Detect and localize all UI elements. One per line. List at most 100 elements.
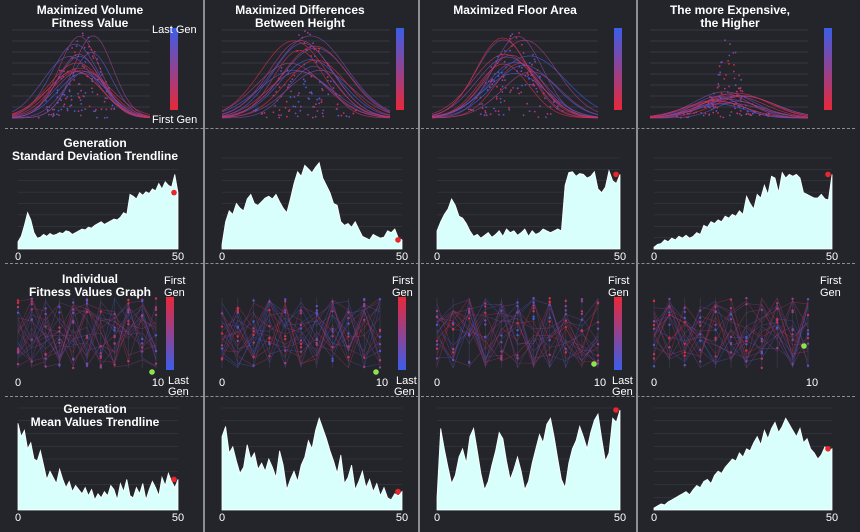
distribution-point (290, 90, 292, 93)
individual-x-tick-end: 10 (152, 377, 164, 389)
individual-point (516, 333, 519, 337)
distribution-point (680, 116, 682, 119)
distribution-point (277, 77, 280, 80)
individual-line (653, 303, 809, 362)
distribution-curve (221, 59, 391, 118)
individual-point (113, 334, 116, 337)
individual-point (220, 332, 224, 335)
individual-point (468, 360, 471, 363)
individual-point (85, 310, 89, 314)
distribution-point (528, 62, 531, 64)
individual-point (72, 301, 75, 304)
distribution-point (303, 42, 306, 44)
distribution-point (52, 108, 54, 111)
individual-line (17, 304, 157, 368)
distribution-point (91, 91, 94, 93)
std-trendline-2-area (221, 161, 403, 250)
distribution-point (520, 70, 523, 73)
distribution-point (303, 83, 305, 85)
distribution-point (320, 101, 323, 104)
mean-trendline-title: Generation Mean Values Trendline (30, 402, 160, 429)
distribution-point (522, 52, 525, 54)
distribution-point (472, 109, 475, 111)
distribution-point (497, 71, 500, 74)
individual-point (683, 342, 686, 345)
mean-trendline-4-current-point (825, 446, 831, 452)
individual-point (652, 343, 656, 347)
individual-point (699, 309, 702, 312)
individual-point (44, 325, 47, 328)
distribution-point (330, 80, 332, 83)
distribution-point (336, 108, 338, 110)
distribution-point (504, 87, 507, 89)
distribution-point (84, 61, 87, 63)
distribution-point (522, 64, 525, 67)
distribution-point (532, 53, 534, 56)
distribution-point (66, 107, 69, 110)
individual-point (729, 313, 733, 316)
individual-point (500, 334, 503, 337)
distribution-point (528, 77, 530, 80)
distribution-point (687, 116, 690, 118)
distribution-point (481, 107, 484, 110)
individual-point (596, 302, 600, 305)
distribution-point (99, 67, 102, 70)
distribution-point (96, 93, 99, 96)
distribution-point (285, 100, 288, 103)
distribution-point (508, 108, 511, 111)
individual-point (85, 334, 89, 338)
individual-point (652, 327, 656, 330)
individual-point (564, 299, 567, 303)
distribution-point (738, 74, 740, 77)
individual-line (653, 303, 809, 359)
ind2-first-label: First (392, 275, 414, 287)
distribution-point (278, 114, 280, 116)
individual-point (683, 321, 686, 324)
individual-point (532, 304, 535, 307)
individual-point (347, 335, 350, 338)
distribution-curve (221, 71, 391, 118)
individual-point (652, 323, 656, 327)
distribution-point (716, 86, 719, 89)
individual-point (99, 364, 103, 367)
distribution-point (496, 62, 499, 64)
distribution-point (77, 83, 80, 85)
ind3-last-label: Last (612, 375, 633, 387)
individual-point (451, 358, 455, 362)
distribution-point (90, 48, 93, 51)
distribution-point (695, 111, 698, 114)
individual-point (806, 364, 810, 367)
distribution-point (342, 112, 345, 114)
distribution-point (521, 43, 523, 46)
distribution-curve (11, 70, 151, 118)
distribution-point (81, 32, 84, 35)
distribution-point (326, 62, 329, 65)
std-trendline-2-current-point (395, 237, 401, 243)
individual-point (378, 329, 382, 333)
std-trendline-1-x-tick-end: 50 (172, 251, 184, 263)
distribution-point (278, 116, 281, 119)
individual-point (548, 301, 551, 304)
individual-point (347, 332, 350, 335)
distribution-point (524, 83, 527, 86)
distribution-point (532, 79, 534, 82)
individual-line (221, 300, 381, 368)
distribution-point (716, 98, 719, 101)
distribution-point (63, 94, 66, 96)
individual-point (331, 335, 334, 338)
distribution-point (332, 87, 335, 89)
individual-best-point (591, 361, 597, 367)
distribution-point (712, 99, 715, 101)
individual-point (564, 351, 567, 354)
mean-trendline-3-current-point (613, 407, 619, 413)
individual-line (221, 309, 381, 359)
individual-point (500, 309, 503, 312)
column-3-title: Maximized Floor Area (453, 3, 577, 17)
individual-point (435, 323, 439, 326)
distribution-point (533, 110, 536, 113)
individual-point (236, 325, 239, 329)
individual-point (791, 310, 794, 314)
distribution-point (531, 63, 533, 66)
distribution-point (297, 94, 299, 97)
individual-point (299, 312, 303, 315)
